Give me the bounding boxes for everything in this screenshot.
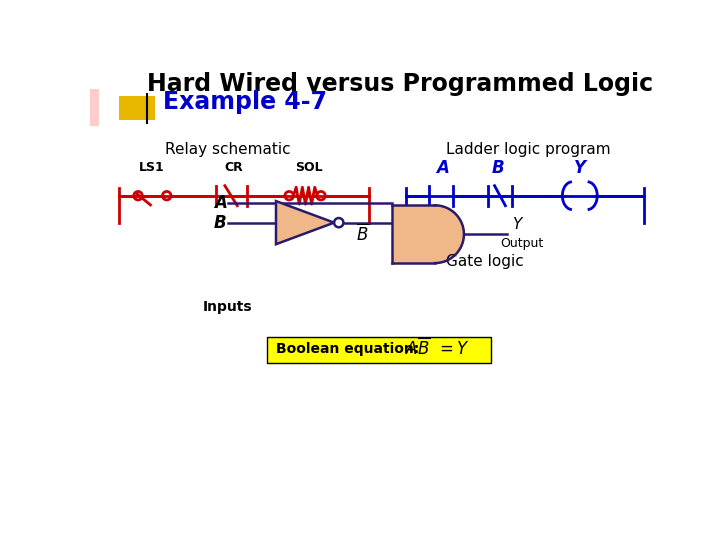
- Text: $A\overline{B}$: $A\overline{B}$: [405, 339, 431, 360]
- Text: B: B: [492, 159, 505, 177]
- Text: Hard Wired versus Programmed Logic: Hard Wired versus Programmed Logic: [147, 72, 653, 96]
- Text: SOL: SOL: [295, 161, 323, 174]
- Text: Example 4-7: Example 4-7: [163, 90, 327, 114]
- Text: B: B: [214, 214, 227, 232]
- Text: Y: Y: [512, 218, 521, 232]
- Text: Ladder logic program: Ladder logic program: [446, 142, 610, 157]
- Bar: [120, 96, 155, 120]
- Text: Y: Y: [574, 159, 586, 177]
- Text: A: A: [436, 159, 449, 177]
- Text: CR: CR: [224, 161, 243, 174]
- Text: Gate logic: Gate logic: [446, 254, 524, 268]
- Text: $\overline{B}$: $\overline{B}$: [356, 223, 369, 244]
- Polygon shape: [276, 201, 334, 244]
- Text: Inputs: Inputs: [203, 300, 253, 314]
- Bar: [392, 205, 435, 263]
- Text: A: A: [214, 194, 227, 212]
- Polygon shape: [435, 205, 464, 263]
- Text: Relay schematic: Relay schematic: [165, 142, 291, 157]
- Text: Output: Output: [500, 237, 544, 250]
- Text: LS1: LS1: [139, 161, 165, 174]
- Text: Boolean equation:: Boolean equation:: [276, 342, 419, 356]
- Text: $= Y$: $= Y$: [436, 340, 469, 358]
- Bar: [266, 336, 492, 363]
- Bar: [90, 90, 99, 126]
- Circle shape: [334, 218, 343, 227]
